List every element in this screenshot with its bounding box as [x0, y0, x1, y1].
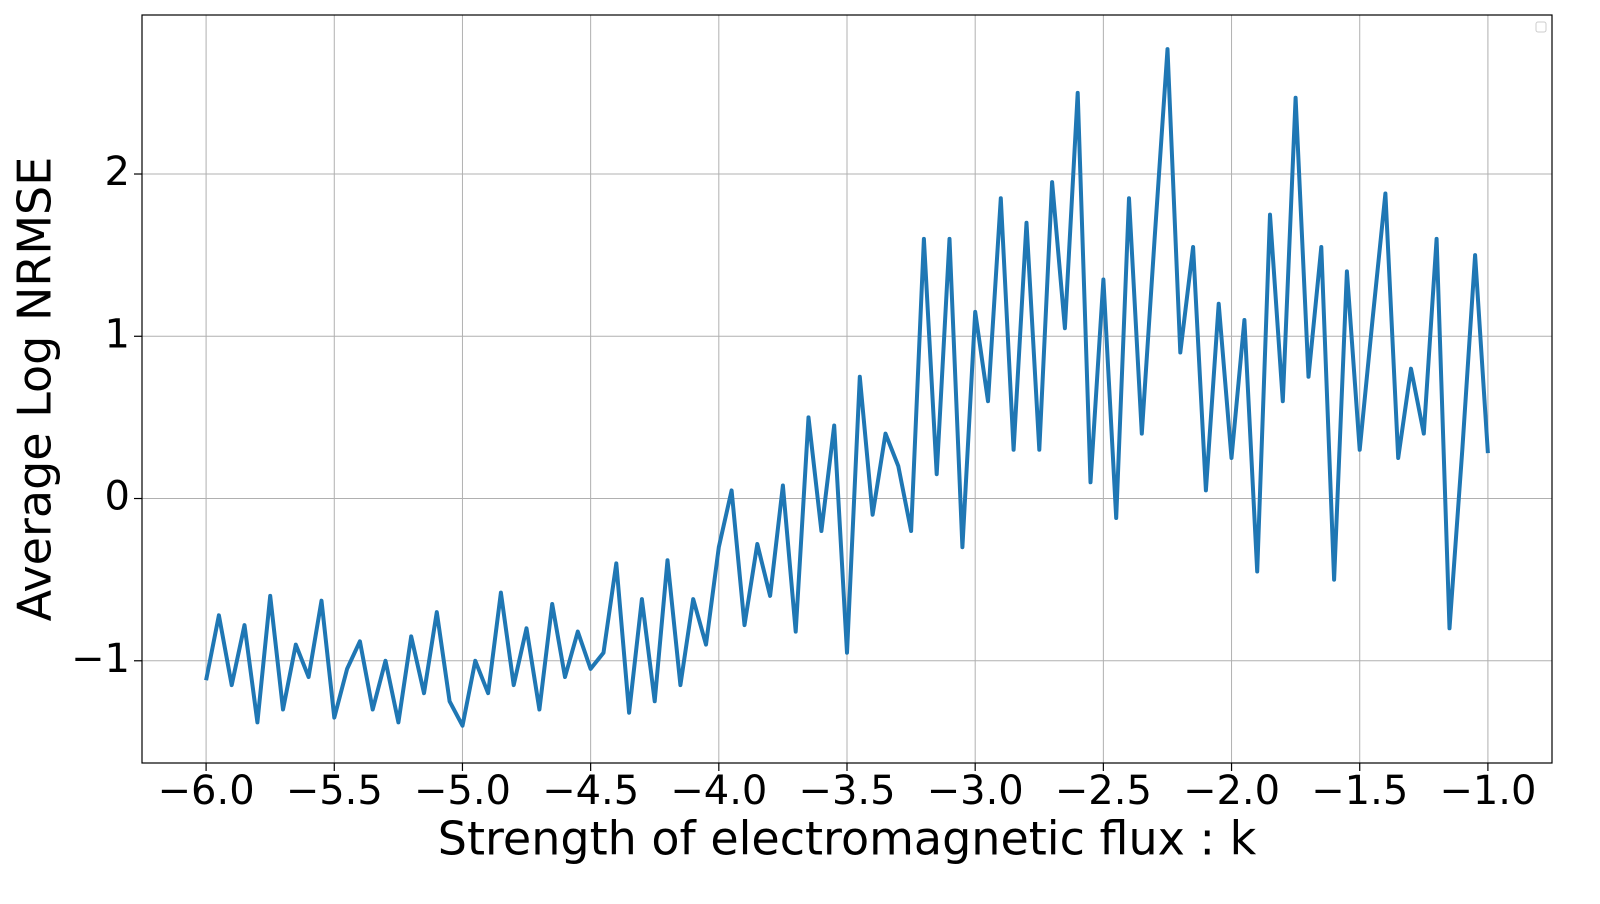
marks	[204, 47, 1490, 728]
x-tick-label: −1.5	[1311, 768, 1408, 814]
data-line	[204, 47, 1490, 728]
y-tick-label: 2	[105, 149, 130, 195]
x-tick-label: −2.0	[1183, 768, 1280, 814]
x-axis-label: Strength of electromagnetic flux : k	[438, 812, 1257, 866]
x-tick-label: −3.0	[927, 768, 1024, 814]
x-tick-label: −2.5	[1055, 768, 1152, 814]
x-tick-label: −4.0	[670, 768, 767, 814]
x-tick-label: −4.5	[542, 768, 639, 814]
y-tick-label: 1	[105, 311, 130, 357]
y-tick-label: 0	[105, 474, 130, 520]
y-tick-label: −1	[71, 636, 130, 682]
y-axis-label: Average Log NRMSE	[8, 157, 62, 622]
x-tick-label: −6.0	[158, 768, 255, 814]
x-tick-label: −1.0	[1439, 768, 1536, 814]
x-tick-label: −5.0	[414, 768, 511, 814]
legend-box	[1535, 21, 1547, 33]
x-tick-label: −3.5	[798, 768, 895, 814]
grid	[142, 15, 1552, 763]
x-tick-label: −5.5	[286, 768, 383, 814]
